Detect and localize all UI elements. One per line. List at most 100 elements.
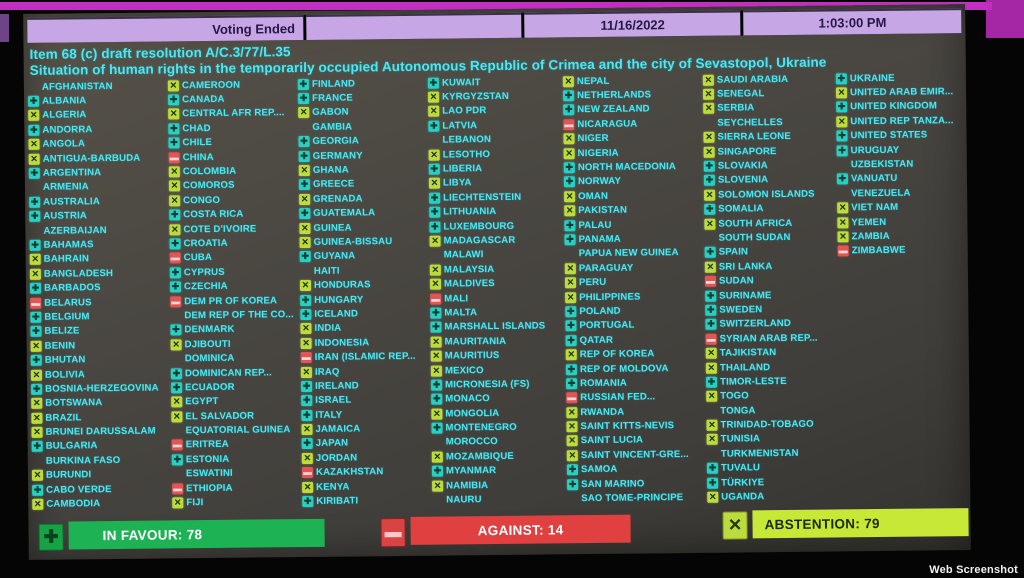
- country-row: ✚ GEORGIA: [298, 133, 428, 149]
- country-name: MOZAMBIQUE: [445, 450, 515, 463]
- country-name: COMOROS: [182, 180, 235, 192]
- country-row: ✚ PANAMA: [564, 231, 704, 247]
- country-name: ROMANIA: [580, 377, 628, 390]
- abstention-icon: ✕: [432, 480, 444, 492]
- country-row: GAMBIA: [298, 119, 428, 135]
- country-row: ✚ SURINAME: [705, 287, 838, 303]
- country-name: DJIBOUTI: [184, 338, 231, 350]
- vote-grid: AFGHANISTAN ✚ ALBANIA ✕ ALGERIA ✚ ANDORRA ✕ ANGO…: [28, 70, 968, 511]
- abstention-icon: ✕: [299, 280, 312, 292]
- country-row: ✕ JORDAN: [301, 450, 432, 466]
- country-row: ✚ MYANMAR: [431, 463, 567, 479]
- country-name: TUNISIA: [720, 433, 761, 446]
- abstention-icon: ✕: [31, 469, 44, 482]
- country-name: AFGHANISTAN: [41, 80, 113, 93]
- country-row: ✚ MONACO: [431, 391, 566, 407]
- abstention-icon: ✕: [169, 195, 181, 207]
- country-row: ✕ CONGO: [169, 192, 299, 208]
- country-row: ✕ LESOTHO: [428, 146, 564, 162]
- in-favour-icon: ✚: [170, 367, 182, 379]
- country-name: DENMARK: [184, 324, 235, 336]
- country-row: ✚ BELGIUM: [30, 309, 170, 325]
- country-name: LIECHTENSTEIN: [443, 191, 522, 204]
- country-name: THAILAND: [719, 361, 771, 374]
- country-row: ✚ NETHERLANDS: [562, 87, 703, 103]
- abstention-icon: ✕: [428, 106, 440, 118]
- country-name: IRAQ: [314, 366, 340, 378]
- country-name: SAN MARINO: [581, 478, 645, 490]
- against-icon: ▬: [837, 245, 849, 257]
- country-row: ✕ BRUNEI DARUSSALAM: [31, 424, 171, 440]
- abstention-icon: ✕: [562, 75, 574, 87]
- country-row: ▬ SYRIAN ARAB REP...: [705, 330, 839, 346]
- country-row: ✕ ANGOLA: [28, 136, 168, 152]
- country-name: NAURU: [446, 494, 482, 506]
- in-favour-icon: ✚: [298, 93, 310, 105]
- abstention-icon: ✕: [168, 108, 180, 120]
- country-row: ✚ UNITED STATES: [836, 128, 964, 144]
- no-vote-spacer: [704, 233, 715, 244]
- country-row: ✕ BOLIVIA: [30, 366, 171, 382]
- against-icon: ▬: [430, 293, 442, 305]
- country-row: ✚ SLOVAKIA: [703, 158, 837, 174]
- country-row: ✚ ARGENTINA: [28, 165, 169, 181]
- country-name: ALBANIA: [42, 95, 87, 107]
- country-name: UNITED REP TANZA...: [850, 115, 954, 128]
- country-row: ✕ PHILIPPINES: [565, 289, 705, 305]
- abstention-icon: ✕: [704, 261, 716, 273]
- in-favour-icon: ✚: [431, 465, 444, 477]
- country-name: TURKMENISTAN: [720, 447, 799, 460]
- country-row: ✚ SOMALIA: [704, 201, 837, 217]
- abstention-icon: ✕: [28, 110, 40, 122]
- country-row: ✕ TRINIDAD-TOBAGO: [706, 417, 839, 433]
- country-row: ✕ GRENADA: [299, 191, 429, 207]
- country-row: ✚ GUATEMALA: [299, 205, 429, 221]
- country-row: ✕ UNITED REP TANZA...: [836, 113, 964, 129]
- in-favour-icon: ✚: [567, 478, 579, 490]
- abstention-icon: ✕: [168, 180, 181, 192]
- country-name: TONGA: [720, 404, 756, 417]
- country-name: IRELAND: [315, 380, 359, 392]
- in-favour-icon: ✚: [169, 281, 182, 293]
- abstention-icon: ✕: [298, 107, 310, 119]
- country-name: LESOTHO: [442, 148, 491, 161]
- in-favour-icon: ✚: [428, 120, 440, 132]
- in-favour-icon: ✚: [431, 379, 443, 391]
- country-row: ✕ SINGAPORE: [703, 143, 837, 159]
- abstention-legend-icon: ✕: [722, 511, 748, 540]
- country-name: ISRAEL: [315, 394, 352, 407]
- country-name: GUINEA-BISSAU: [313, 236, 393, 248]
- country-name: KIRIBATI: [316, 495, 359, 507]
- in-favour-icon: ✚: [171, 382, 183, 394]
- country-name: TOGO: [720, 390, 749, 402]
- country-name: OMAN: [578, 190, 609, 202]
- country-name: BAHAMAS: [43, 239, 94, 251]
- abstention-icon: ✕: [431, 408, 443, 420]
- country-name: SURINAME: [719, 289, 772, 302]
- country-name: UGANDA: [721, 491, 765, 503]
- country-name: SAINT LUCIA: [580, 434, 644, 447]
- abstention-icon: ✕: [171, 410, 183, 423]
- voting-screen: Voting Ended 11/16/2022 1:03:00 PM Item …: [23, 4, 971, 560]
- no-vote-spacer: [837, 159, 848, 170]
- in-favour-icon: ✚: [706, 462, 719, 475]
- no-vote-spacer: [567, 493, 578, 504]
- against-total: AGAINST: 14: [410, 514, 631, 545]
- country-name: ARMENIA: [42, 181, 89, 194]
- in-favour-icon: ✚: [171, 454, 183, 466]
- country-name: BELGIUM: [44, 311, 90, 323]
- country-row: ✚ QATAR: [565, 332, 706, 348]
- country-row: ✚ NORWAY: [563, 174, 704, 190]
- country-name: MALAYSIA: [443, 263, 495, 276]
- in-favour-icon: ✚: [431, 393, 443, 405]
- in-favour-icon: ✚: [169, 238, 181, 250]
- country-name: CROATIA: [183, 237, 228, 250]
- country-name: SOUTH AFRICA: [718, 217, 793, 230]
- abstention-icon: ✕: [836, 116, 848, 128]
- country-row: ✕ CENTRAL AFR REP....: [168, 106, 298, 122]
- in-favour-icon: ✚: [300, 294, 312, 306]
- in-favour-icon: ✚: [564, 219, 576, 231]
- in-favour-icon: ✚: [562, 90, 575, 102]
- abstention-icon: ✕: [300, 323, 312, 335]
- in-favour-icon: ✚: [301, 380, 313, 392]
